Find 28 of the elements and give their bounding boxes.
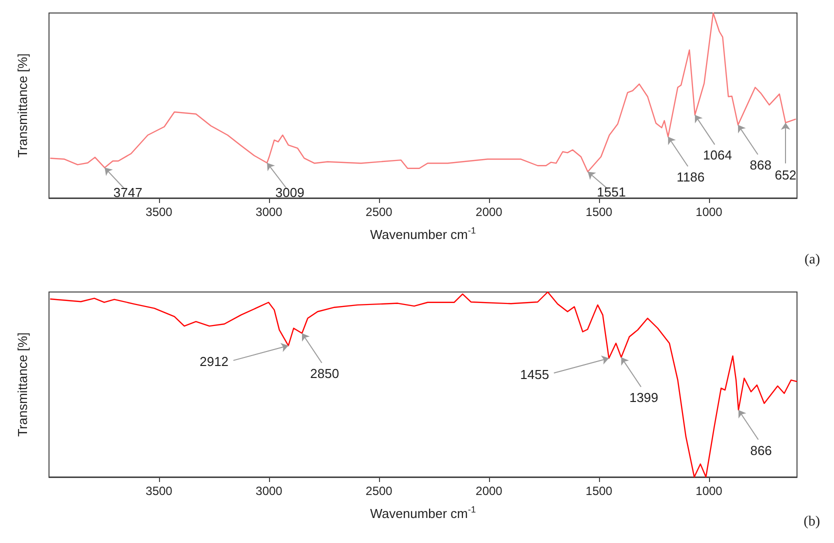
- x-tick-label: 3000: [256, 205, 283, 219]
- annotation: 1064: [703, 148, 732, 163]
- x-tick-label: 2000: [476, 484, 503, 498]
- annotation: 3009: [275, 185, 304, 200]
- annotation: 2850: [310, 366, 340, 382]
- annotation: 1455: [520, 366, 550, 382]
- y-axis-title: Transmittance [%]: [15, 53, 30, 158]
- x-tick-label: 2500: [366, 484, 393, 498]
- x-tick-label: 2000: [476, 205, 503, 219]
- x-tick-label: 1000: [696, 205, 723, 219]
- annotation: 1186: [676, 170, 705, 185]
- annotation: 652: [774, 167, 796, 182]
- x-tick-label: 1500: [586, 484, 613, 498]
- x-tick-label: 3000: [256, 484, 283, 498]
- annotation: 3747: [113, 184, 142, 200]
- annotation: 1551: [596, 184, 626, 200]
- y-axis-title: Transmittance [%]: [15, 332, 30, 437]
- annotation: 866: [750, 442, 772, 458]
- x-tick-label: 1500: [586, 205, 613, 219]
- annotation: 868: [750, 158, 772, 173]
- annotation: 2912: [200, 354, 229, 370]
- text: (a): [804, 252, 820, 268]
- x-tick-label: 1000: [696, 484, 723, 498]
- x-tick-label: 3500: [146, 484, 173, 498]
- text: (b): [804, 514, 820, 530]
- annotation: 1399: [629, 390, 658, 406]
- x-tick-label: 3500: [146, 205, 173, 219]
- x-tick-label: 2500: [366, 205, 393, 219]
